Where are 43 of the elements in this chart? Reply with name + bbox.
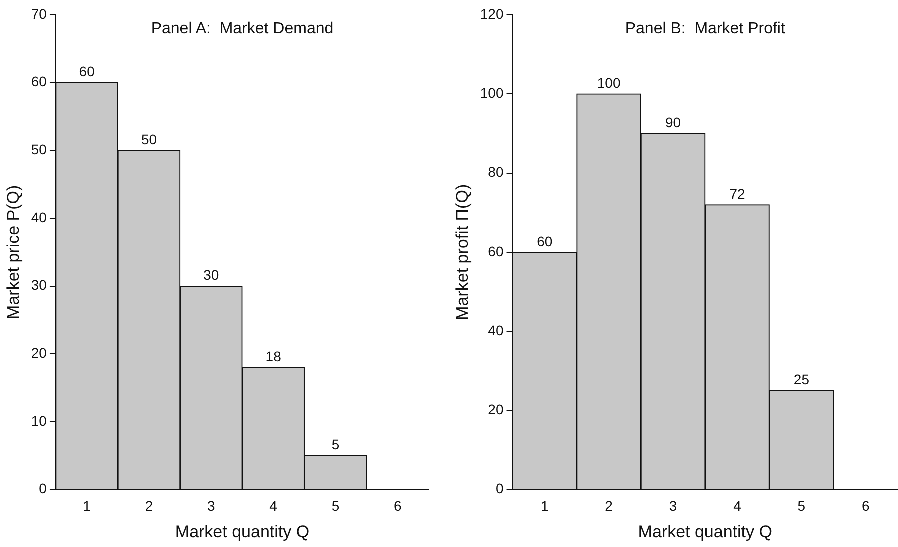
y-tick-label: 50 — [31, 142, 48, 158]
x-axis-title: Market quantity Q — [175, 522, 310, 542]
y-tick-label: 40 — [31, 209, 48, 226]
y-tick-label: 60 — [31, 74, 48, 90]
data-label: 60 — [537, 233, 553, 250]
x-tick-label: 6 — [394, 498, 402, 514]
data-label: 18 — [266, 348, 282, 365]
x-tick-label: 2 — [605, 498, 614, 514]
y-tick-label: 0 — [39, 480, 48, 497]
x-tick-label: 3 — [669, 498, 678, 514]
data-label: 30 — [204, 267, 220, 284]
data-label: 72 — [730, 186, 746, 202]
x-tick-label: 5 — [332, 498, 340, 514]
y-axis-title: Market price P(Q) — [4, 185, 23, 320]
y-axis-title: Market profit Π(Q) — [452, 184, 472, 320]
y-tick-label: 30 — [31, 277, 48, 294]
x-tick-label: 4 — [734, 498, 742, 514]
y-tick-label: 120 — [480, 6, 504, 22]
x-tick-label: 5 — [798, 498, 806, 514]
x-tick-label: 3 — [208, 498, 216, 514]
y-tick-label: 60 — [488, 243, 504, 260]
x-tick-label: 2 — [145, 498, 154, 514]
chart-title: Panel A: Market Demand — [151, 20, 334, 38]
y-tick-label: 80 — [488, 164, 504, 180]
data-label: 5 — [332, 436, 340, 453]
y-tick-label: 20 — [31, 345, 48, 361]
y-tick-label: 100 — [480, 84, 504, 101]
x-axis-title: Market quantity Q — [638, 522, 772, 542]
data-label: 90 — [665, 114, 682, 131]
data-label: 50 — [141, 132, 158, 148]
x-tick-label: 1 — [83, 498, 92, 514]
x-tick-label: 6 — [862, 498, 870, 514]
y-tick-label: 70 — [31, 6, 48, 22]
y-tick-label: 20 — [488, 402, 504, 418]
data-label: 25 — [794, 372, 810, 388]
chart-title: Panel B: Market Profit — [625, 20, 786, 38]
y-tick-label: 40 — [488, 322, 504, 338]
data-label: 100 — [597, 74, 621, 91]
y-tick-label: 0 — [496, 480, 504, 497]
y-tick-label: 10 — [31, 412, 48, 429]
x-tick-label: 4 — [270, 498, 278, 514]
x-tick-label: 1 — [540, 498, 549, 514]
data-label: 60 — [79, 64, 96, 80]
